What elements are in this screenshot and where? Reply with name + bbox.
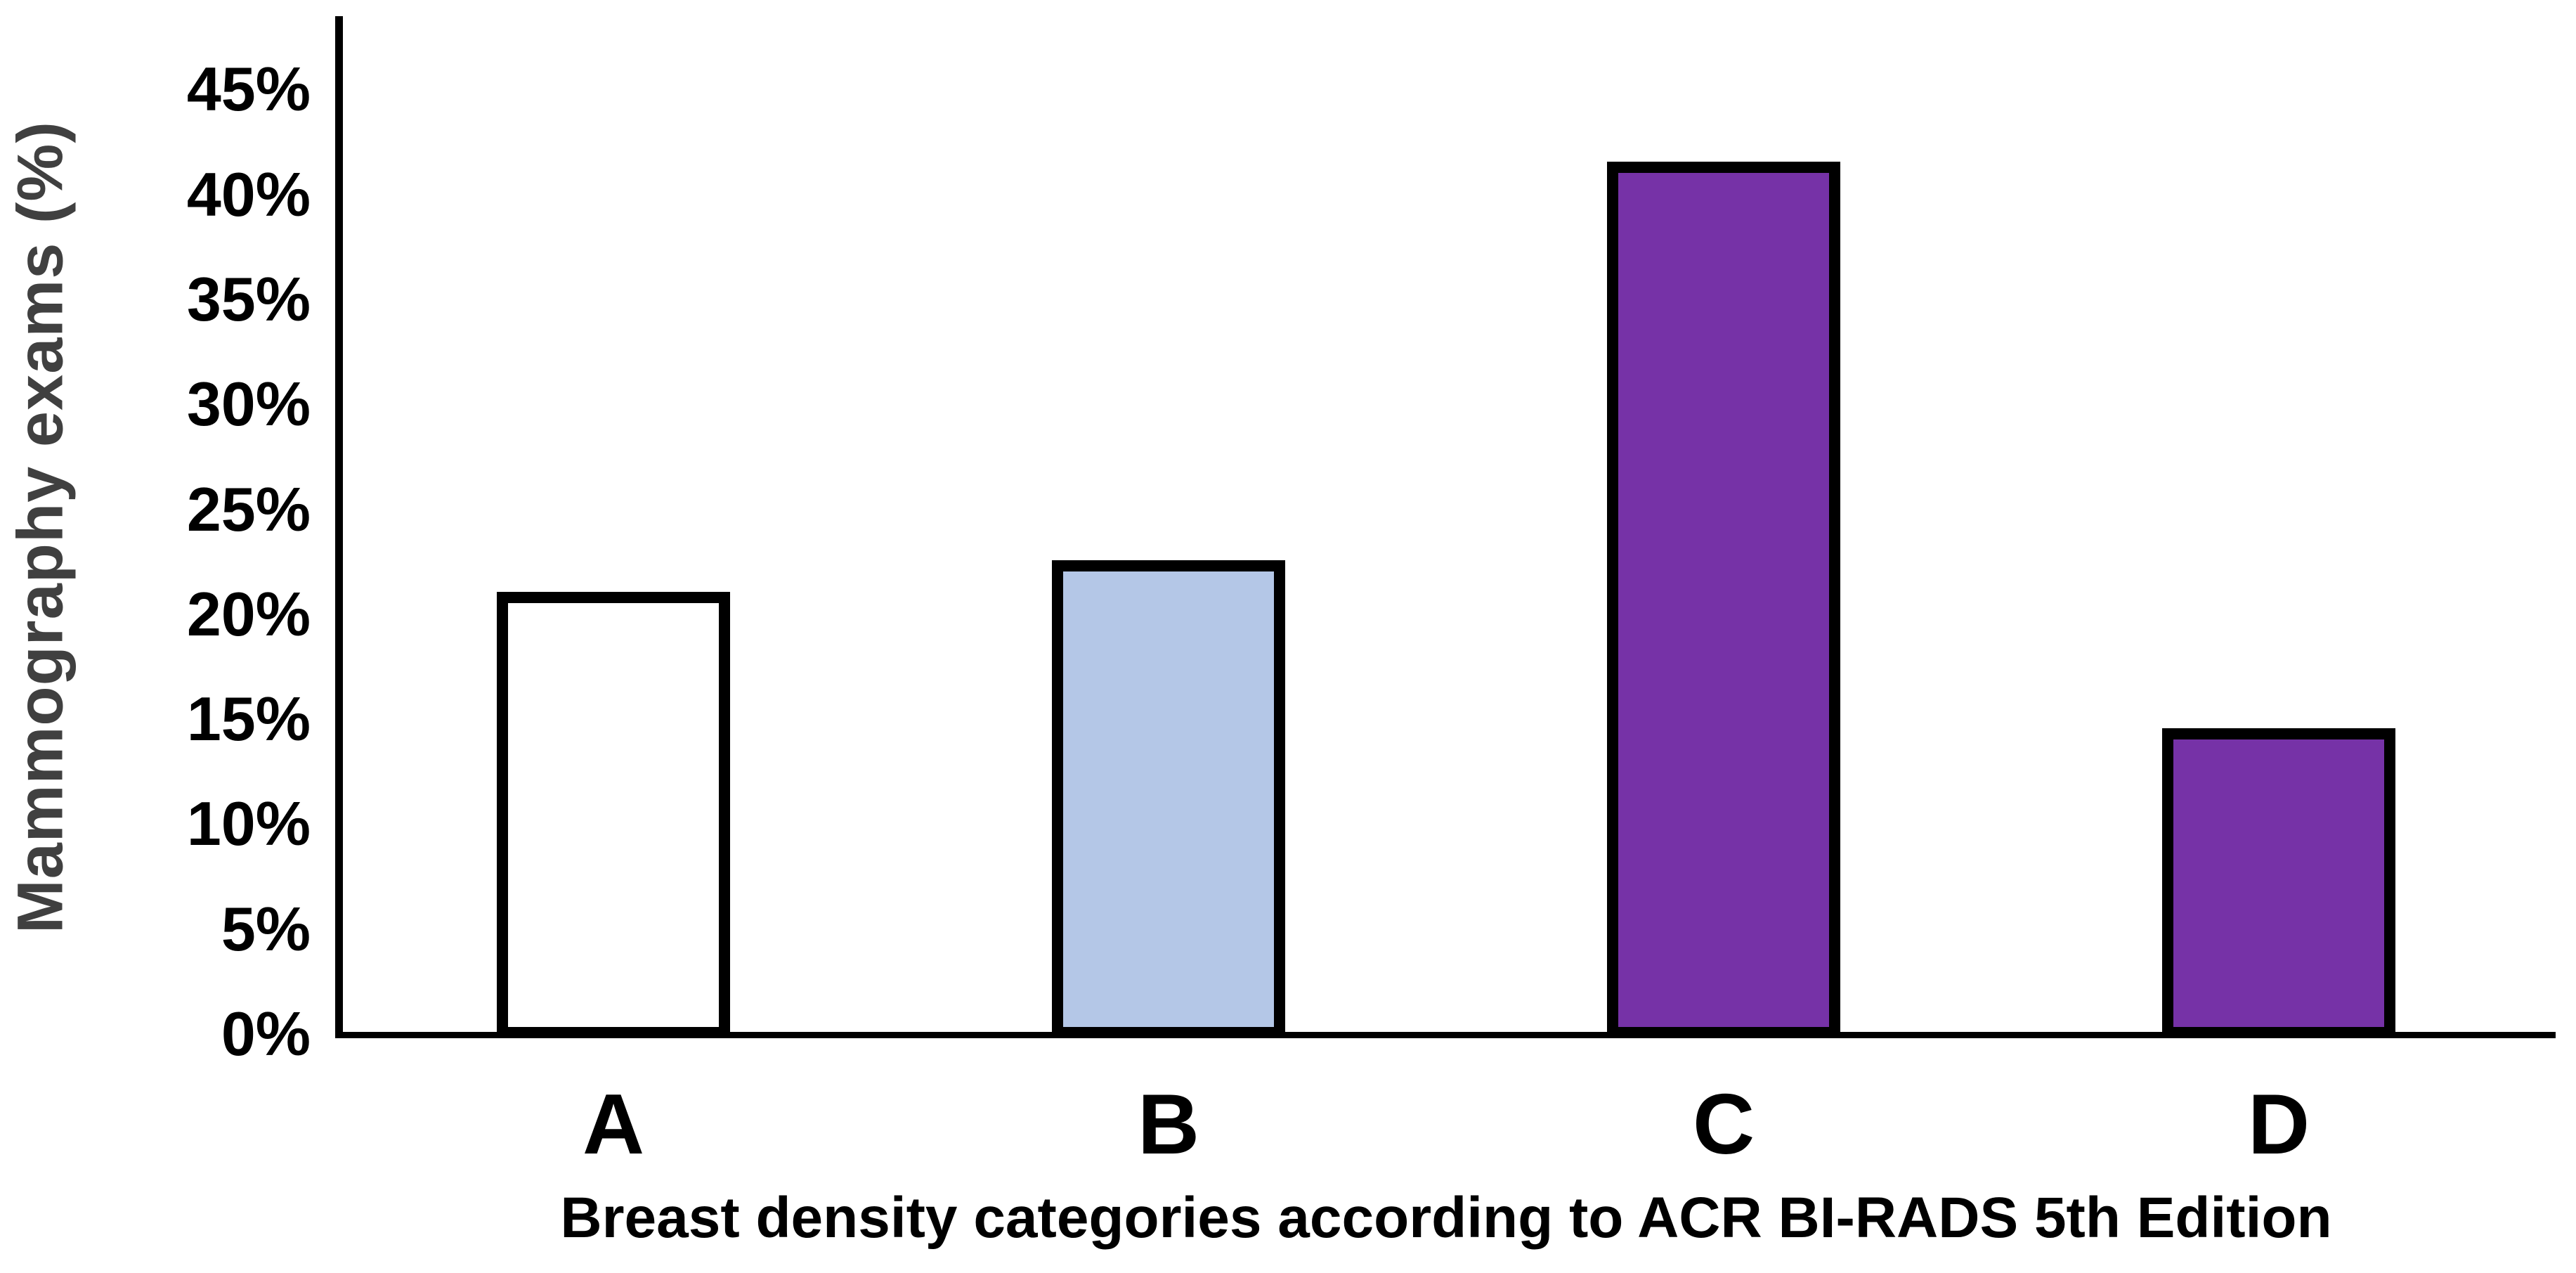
category-label-c: C (1692, 1076, 1755, 1172)
y-tick-label: 20% (186, 579, 311, 649)
y-tick-label: 35% (186, 264, 311, 334)
y-tick-label: 15% (186, 684, 311, 754)
y-tick-label: 45% (186, 54, 311, 124)
y-axis-line (335, 16, 343, 1038)
category-label-a: A (582, 1076, 645, 1172)
bar-d (2162, 728, 2395, 1038)
bar-b (1052, 560, 1285, 1038)
bar-c (1607, 162, 1840, 1038)
y-tick-label: 0% (221, 999, 311, 1068)
y-tick-label: 5% (221, 893, 311, 964)
x-axis-title: Breast density categories according to A… (560, 1186, 2332, 1250)
category-label-b: B (1137, 1076, 1200, 1172)
y-tick-label: 40% (186, 159, 311, 229)
y-tick-label: 30% (186, 369, 311, 439)
y-tick-label: 25% (186, 474, 311, 544)
category-label-d: D (2247, 1076, 2310, 1172)
y-tick-label: 10% (186, 789, 311, 859)
bar-a (497, 592, 730, 1038)
x-axis-line (335, 1032, 2556, 1038)
